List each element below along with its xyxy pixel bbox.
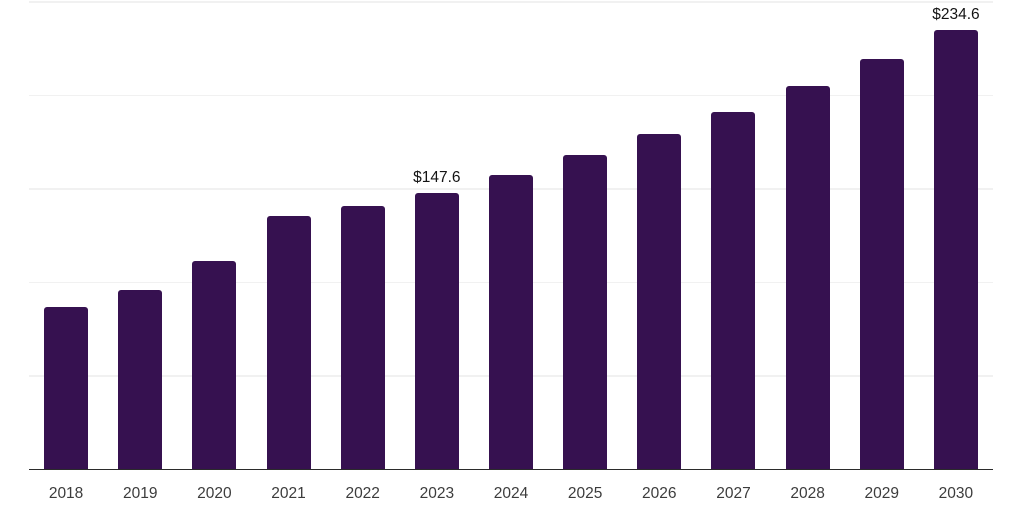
x-tick-label-2029: 2029 [864,485,900,502]
bar-2027 [711,111,756,469]
x-tick-label-2027: 2027 [716,485,751,502]
x-tick-label-2021: 2021 [271,485,306,502]
bar-2029 [859,59,904,469]
x-tick-label-2019: 2019 [122,485,158,502]
bar-2022 [340,205,385,469]
x-tick-label-2023: 2023 [419,485,455,502]
gridline-200 [29,94,993,97]
bar-2028 [785,86,830,469]
bar-2019 [118,289,163,469]
bar-2020 [192,260,237,469]
gridline-250 [29,1,993,3]
bar-2025 [563,155,608,469]
x-tick-label-2022: 2022 [345,485,380,502]
x-tick-label-2025: 2025 [567,485,603,502]
bar-2024 [489,175,533,469]
x-tick-label-2018: 2018 [48,485,84,502]
bar-2026 [637,134,682,469]
value-label-2030: $234.6 [932,6,980,24]
bar-2030 [933,29,978,469]
x-tick-label-2020: 2020 [197,485,232,502]
bar-2018 [44,306,89,469]
x-tick-label-2030: 2030 [938,485,974,502]
value-label-2023: $147.6 [413,169,461,187]
x-tick-label-2024: 2024 [493,485,529,502]
plot-area: 2018 2019 2020 2021 2022 2023 $147.6 2024 2025 20… [29,0,993,502]
x-axis-line [29,468,993,471]
x-tick-label-2026: 2026 [642,485,677,502]
bar-2023 [414,192,459,469]
bar-2021 [266,216,311,469]
x-tick-label-2028: 2028 [790,485,825,502]
